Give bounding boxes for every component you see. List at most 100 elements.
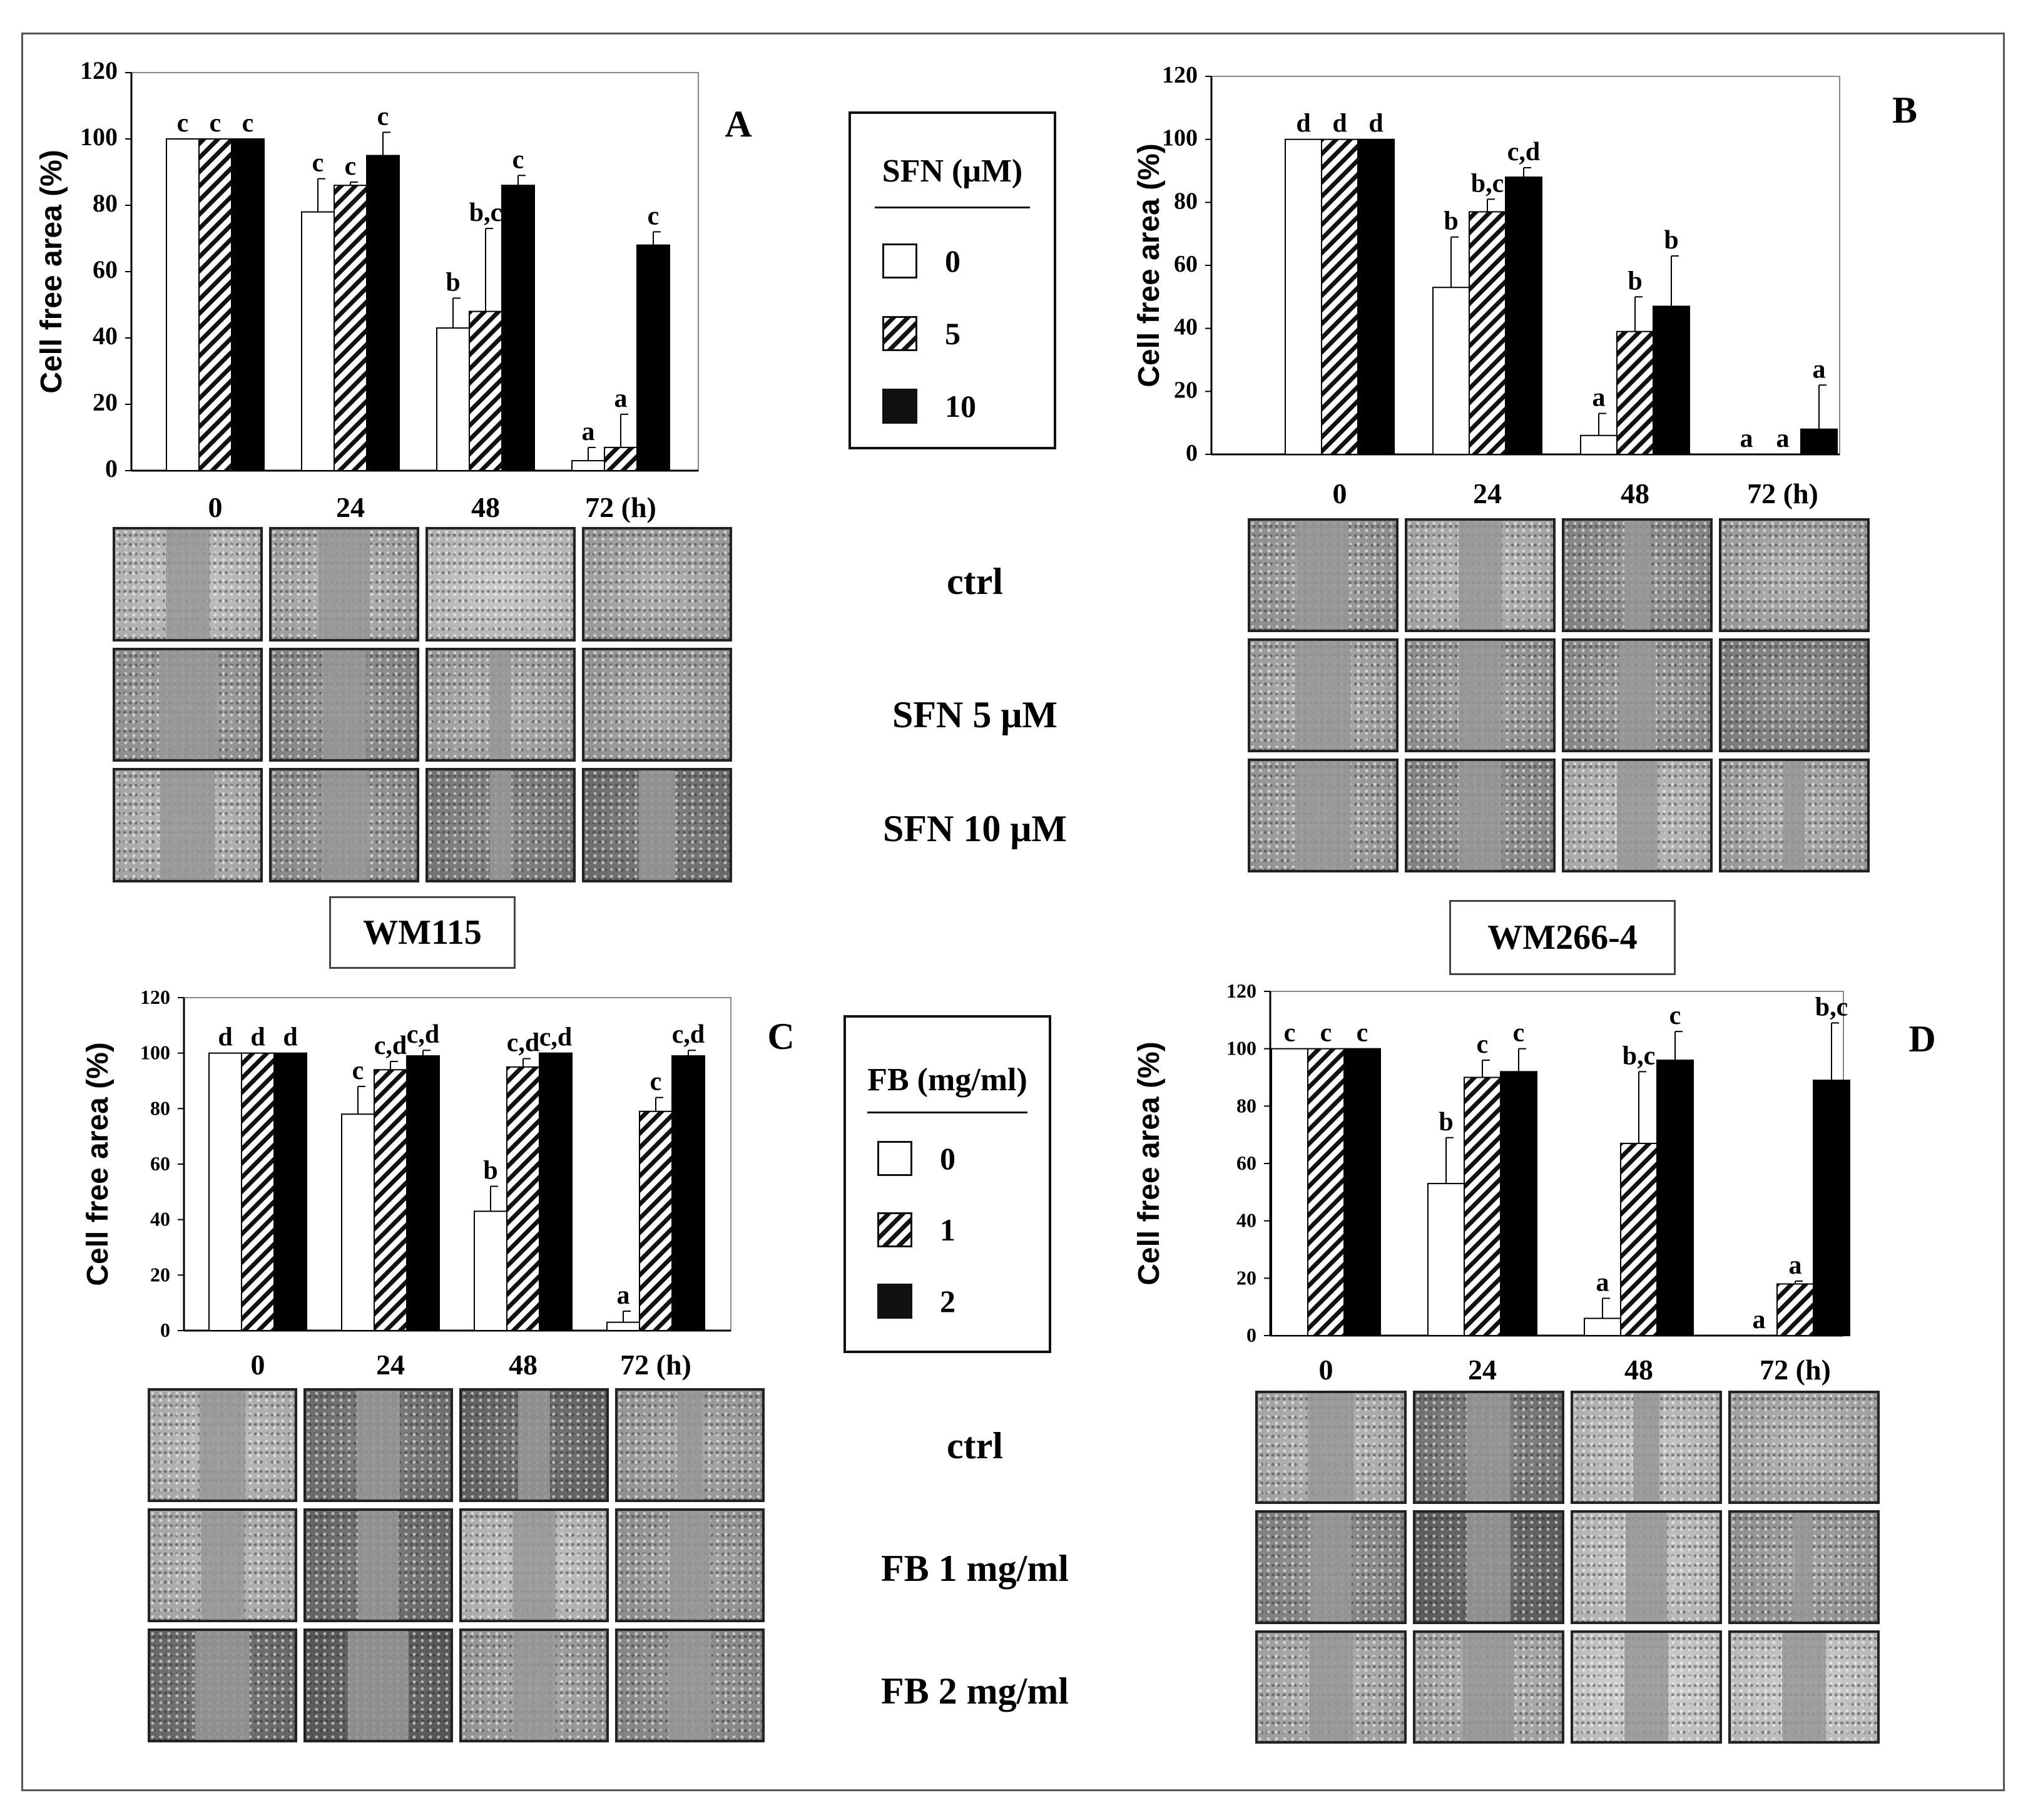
micrograph-tile — [1255, 1391, 1407, 1505]
wound-gap — [195, 1631, 250, 1740]
chart-c-ytick-label-40: 40 — [150, 1208, 170, 1230]
micrograph-grid-bottom-left — [148, 1388, 765, 1742]
chart-c-xtick-label: 48 — [509, 1349, 538, 1381]
chart-c-panel-letter: C — [767, 1016, 794, 1057]
chart-d-ytick-label-20: 20 — [1236, 1266, 1256, 1289]
chart-d-sig-label: c — [1477, 1030, 1489, 1059]
chart-d-bar — [1307, 1048, 1345, 1336]
micrograph-tile — [1255, 1630, 1407, 1744]
chart-c-sig-label: d — [250, 1023, 265, 1052]
chart-c-sig-label: c,d — [672, 1020, 705, 1049]
condition-ctrl-bottom: ctrl — [947, 1425, 1003, 1466]
legend-sfn-rule — [875, 207, 1030, 208]
micrograph-grid-top-right — [1248, 518, 1870, 872]
legend-sfn-item-5: 5 — [882, 315, 960, 352]
chart-c-sig-label: b — [483, 1156, 497, 1185]
chart-c-ytick-label-0: 0 — [160, 1319, 170, 1341]
micrograph-tile — [1728, 1510, 1880, 1624]
micrograph-tile — [1719, 759, 1870, 872]
chart-a-sig-label: a — [614, 384, 628, 413]
wound-gap — [1466, 1513, 1511, 1622]
chart-b-ytick-label-40: 40 — [1174, 314, 1198, 340]
micrograph-tile — [1405, 518, 1556, 632]
micrograph-tile — [1719, 638, 1870, 752]
chart-b-bar — [1800, 428, 1838, 456]
chart-d-bar — [1813, 1080, 1850, 1337]
wound-gap — [1626, 1513, 1667, 1622]
micrograph-texture — [584, 650, 730, 760]
micrograph-tile — [425, 647, 576, 762]
chart-c-bar — [506, 1066, 540, 1332]
chart-d-bar — [1584, 1317, 1621, 1336]
chart-c-xtick-label: 72 (h) — [620, 1349, 691, 1381]
chart-c-ytick-label-60: 60 — [150, 1152, 170, 1175]
micrograph-tile — [615, 1508, 765, 1622]
chart-a-sig-label: c — [512, 145, 524, 174]
chart-b-bar — [1357, 138, 1395, 456]
chart-c-bar — [474, 1210, 507, 1332]
legend-fb-item-1: 1 — [877, 1212, 955, 1248]
wound-gap — [1624, 1632, 1669, 1741]
micrograph-tile — [1571, 1630, 1722, 1744]
chart-d-bar — [1500, 1071, 1537, 1337]
legend-fb-rule — [867, 1112, 1027, 1113]
chart-c-ytick-label-80: 80 — [150, 1097, 170, 1119]
micrograph-texture — [1721, 521, 1867, 630]
chart-a-bar — [636, 244, 670, 471]
wound-gap — [1310, 1513, 1352, 1622]
wound-gap — [668, 1631, 712, 1740]
chart-d-ytick-label-120: 120 — [1226, 979, 1256, 1002]
micrograph-tile — [1413, 1391, 1564, 1505]
legend-fb-title: FB (mg/ml) — [867, 1062, 1027, 1098]
chart-b-sig-label: a — [1813, 355, 1826, 384]
micrograph-tile — [1562, 759, 1713, 872]
micrograph-tile — [113, 647, 263, 762]
chart-b-xtick-label: 0 — [1333, 478, 1347, 509]
wound-gap — [1307, 1393, 1355, 1502]
micrograph-tile — [303, 1388, 453, 1502]
chart-b-bar — [1616, 330, 1654, 456]
chart-d-panel-letter: D — [1908, 1018, 1935, 1060]
chart-c-bar — [606, 1321, 640, 1331]
chart-a-bar — [604, 446, 638, 472]
wound-gap — [347, 1631, 409, 1740]
chart-b-ylabel: Cell free area (%) — [1133, 143, 1166, 387]
chart-c-bar — [539, 1052, 573, 1331]
micrograph-tile — [269, 647, 419, 762]
legend-sfn-label-0: 0 — [945, 243, 960, 279]
chart-c-bar — [671, 1055, 705, 1331]
chart-c-sig-label: d — [283, 1023, 297, 1052]
legend-fb-label-1: 1 — [940, 1212, 955, 1247]
micrograph-tile — [303, 1628, 453, 1742]
chart-a-xtick-label: 72 (h) — [585, 491, 656, 523]
wound-gap — [160, 770, 216, 880]
chart-c-ytick-label-100: 100 — [140, 1041, 170, 1064]
micrograph-tile — [303, 1508, 453, 1622]
wound-gap — [1463, 1632, 1514, 1741]
chart-a-ylabel: Cell free area (%) — [35, 150, 68, 394]
chart-d-ytick-label-0: 0 — [1246, 1324, 1256, 1346]
chart-d-bar — [1620, 1142, 1658, 1336]
wound-gap — [1795, 1513, 1813, 1622]
chart-b-bar — [1285, 138, 1322, 456]
chart-a-sig-label: c — [242, 109, 254, 138]
chart-a-ytick-label-120: 120 — [80, 56, 118, 84]
legend-fb-label-2: 2 — [940, 1284, 955, 1319]
chart-c-sig-label: a — [617, 1281, 630, 1310]
wound-gap — [489, 770, 512, 880]
chart-c-bar — [406, 1055, 440, 1331]
legend-fb-label-0: 0 — [940, 1141, 955, 1176]
micrograph-tile — [459, 1388, 609, 1502]
micrograph-tile — [425, 768, 576, 882]
chart-d-sig-label: c — [1320, 1019, 1332, 1048]
chart-d-bar — [1271, 1048, 1308, 1336]
chart-b-ytick-label-60: 60 — [1174, 251, 1198, 277]
wound-gap — [1458, 641, 1502, 750]
chart-a-sig-label: c — [312, 149, 324, 178]
chart-b-sig-label: a — [1740, 424, 1753, 453]
chart-d-bar — [1656, 1060, 1694, 1336]
micrograph-texture — [1731, 1393, 1877, 1502]
chart-c-sig-label: c,d — [507, 1029, 540, 1058]
chart-b-sig-label: a — [1776, 424, 1790, 453]
